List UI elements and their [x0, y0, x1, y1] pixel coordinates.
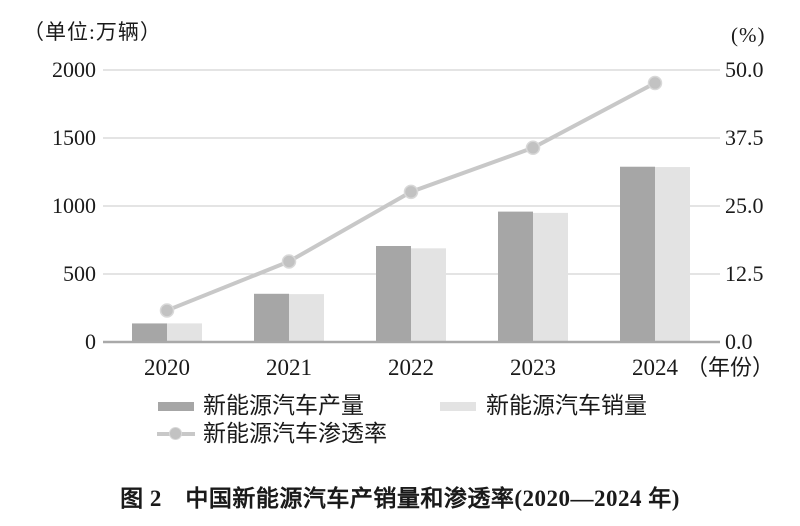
- right-tick-label: 0.0: [725, 329, 753, 354]
- x-axis-year-suffix-label: （年份）: [686, 355, 775, 380]
- left-tick-label: 1000: [52, 193, 96, 218]
- left-tick-label: 1500: [52, 125, 96, 150]
- legend-swatch-新能源汽车产量: [158, 402, 194, 411]
- left-axis-unit-label: （单位:万辆）: [23, 20, 162, 44]
- legend-swatch-新能源汽车销量: [440, 402, 476, 411]
- right-tick-label: 25.0: [725, 193, 764, 218]
- right-tick-label: 50.0: [725, 57, 764, 82]
- x-axis-label-2023: 2023: [510, 355, 556, 380]
- bar-新能源汽车产量-2020: [132, 323, 167, 342]
- left-tick-label: 0: [85, 329, 96, 354]
- bar-新能源汽车产量-2021: [254, 293, 289, 342]
- marker-新能源汽车渗透率-2021: [281, 254, 297, 269]
- legend-label-新能源汽车产量: 新能源汽车产量: [203, 393, 364, 418]
- bar-新能源汽车产量-2022: [376, 246, 411, 342]
- legend-label-新能源汽车销量: 新能源汽车销量: [486, 393, 647, 418]
- marker-新能源汽车渗透率-2024: [647, 75, 663, 91]
- left-tick-label: 500: [63, 261, 96, 286]
- bar-新能源汽车销量-2024: [655, 167, 690, 342]
- bar-新能源汽车销量-2023: [533, 212, 568, 342]
- legend-label-新能源汽车渗透率: 新能源汽车渗透率: [203, 421, 387, 446]
- figure-caption: 图 2 中国新能源汽车产销量和渗透率(2020—2024 年): [120, 486, 680, 511]
- x-axis-label-2024: 2024: [632, 355, 678, 380]
- bar-新能源汽车销量-2022: [411, 248, 446, 342]
- x-axis-label-2020: 2020: [144, 355, 190, 380]
- marker-新能源汽车渗透率-2023: [525, 140, 541, 156]
- marker-新能源汽车渗透率-2020: [159, 303, 175, 318]
- bar-新能源汽车销量-2020: [167, 323, 202, 342]
- right-tick-label: 12.5: [725, 261, 764, 286]
- bar-新能源汽车销量-2021: [289, 294, 324, 342]
- marker-新能源汽车渗透率-2022: [403, 184, 419, 200]
- bar-新能源汽车产量-2023: [498, 211, 533, 342]
- right-tick-label: 37.5: [725, 125, 764, 150]
- right-axis-unit-label: (%): [731, 23, 766, 47]
- x-axis-label-2021: 2021: [266, 355, 312, 380]
- bar-新能源汽车产量-2024: [620, 166, 655, 342]
- legend-marker-icon-新能源汽车渗透率: [169, 427, 182, 440]
- x-axis-label-2022: 2022: [388, 355, 434, 380]
- left-tick-label: 2000: [52, 57, 96, 82]
